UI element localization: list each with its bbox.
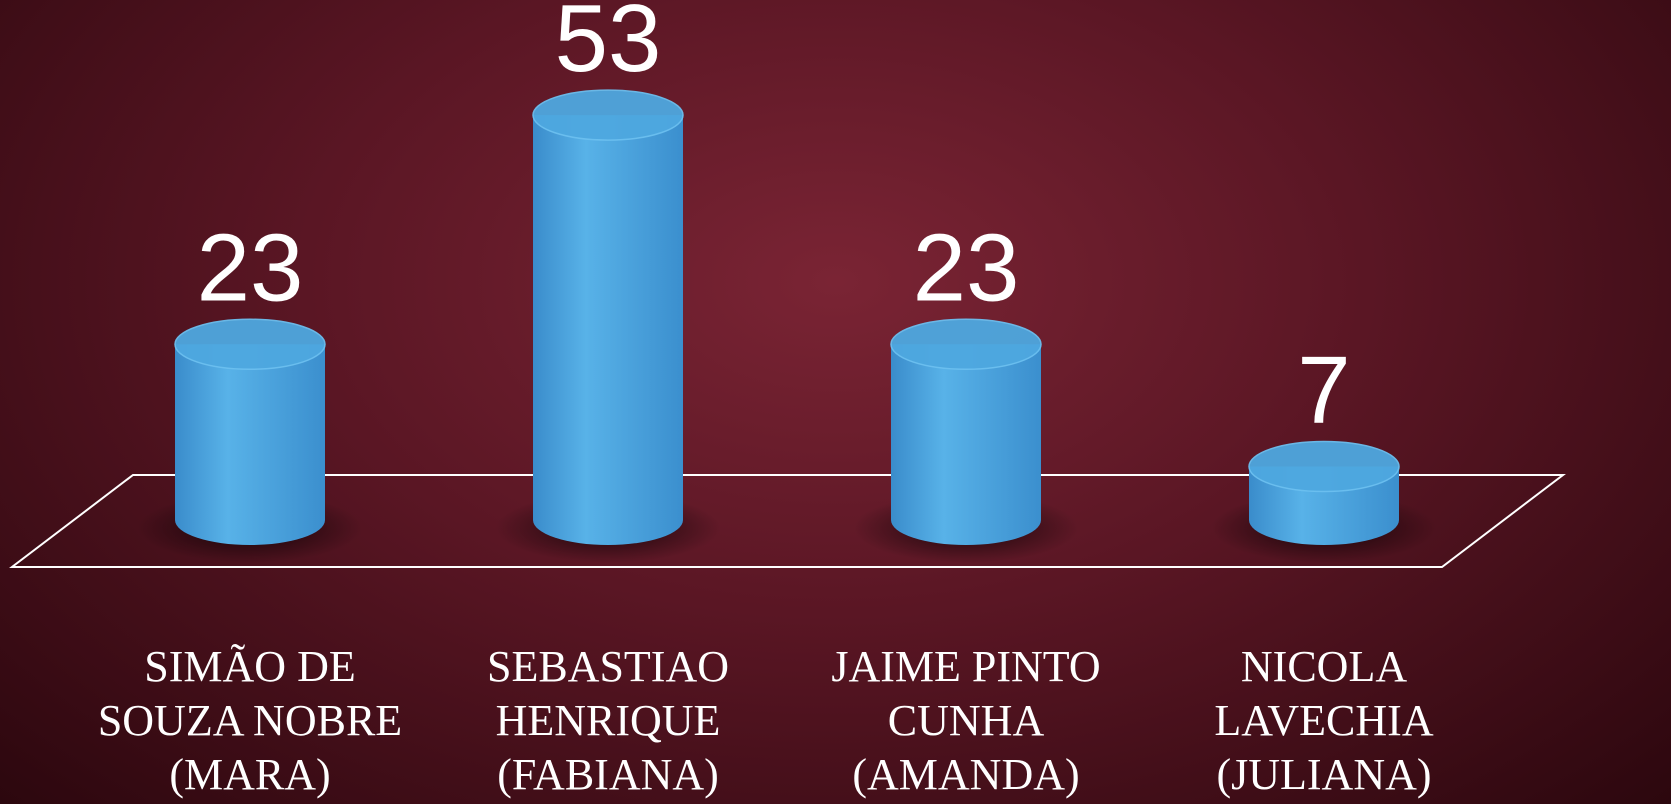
bar	[175, 344, 325, 545]
bar-top	[532, 89, 684, 141]
bar	[533, 115, 683, 545]
bar-top	[174, 318, 326, 371]
value-label: 23	[197, 214, 304, 321]
category-label: SEBASTIAO HENRIQUE (FABIANA)	[486, 642, 730, 799]
value-label: 53	[555, 0, 662, 92]
value-label: 7	[1297, 337, 1350, 444]
floor	[9, 474, 1566, 568]
category-label: SIMÃO DE SOUZA NOBRE (MARA)	[97, 642, 403, 799]
bar-top	[1248, 440, 1400, 493]
value-label: 23	[913, 214, 1020, 321]
category-label: NICOLA LAVECHIA (JULIANA)	[1214, 642, 1434, 799]
bar-top	[890, 318, 1042, 371]
bar	[891, 344, 1041, 545]
category-label: JAIME PINTO CUNHA (AMANDA)	[831, 642, 1101, 799]
